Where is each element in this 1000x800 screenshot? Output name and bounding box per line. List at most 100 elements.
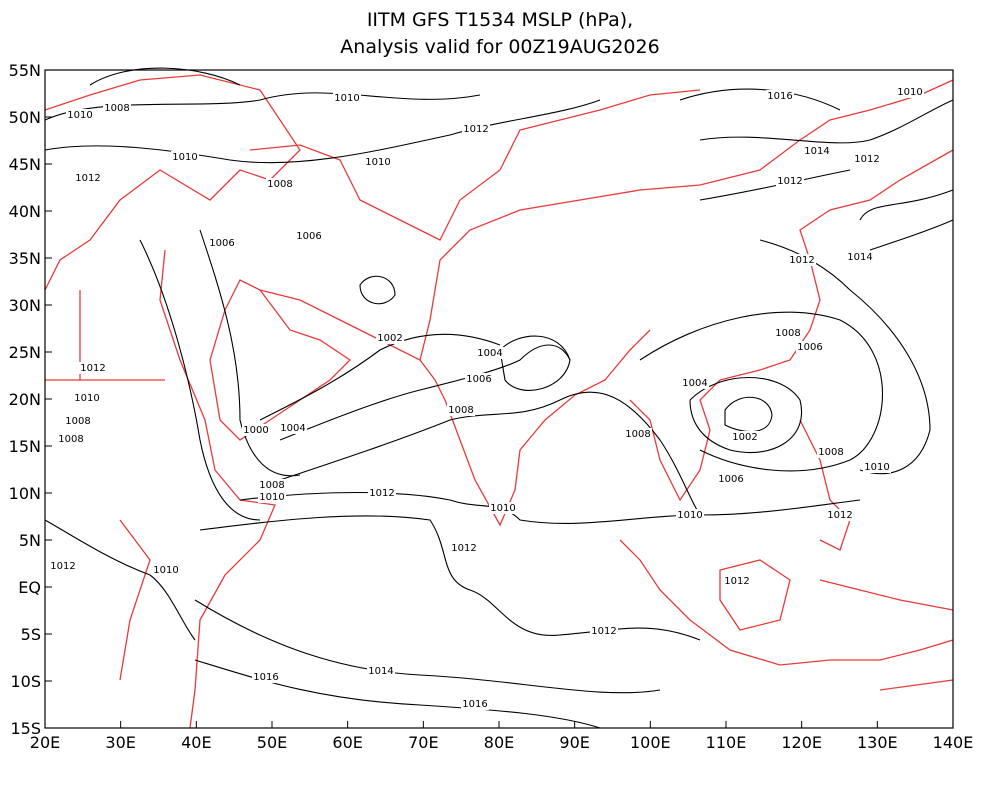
contour-label-bg <box>826 509 854 521</box>
y-tick-label: 45N <box>9 155 41 174</box>
contour-label: 1010 <box>365 157 390 168</box>
y-tick-label: 30N <box>9 296 41 315</box>
contour-label-bg <box>681 377 709 389</box>
x-tick-label: 50E <box>257 733 287 752</box>
contour-label: 1010 <box>490 503 515 514</box>
contour-label: 1004 <box>477 348 502 359</box>
contour-label: 1010 <box>74 393 99 404</box>
contour-label-bg <box>776 175 804 187</box>
contour-label: 1006 <box>466 374 491 385</box>
contour-label-bg <box>465 373 493 385</box>
contour-label-bg <box>853 153 881 165</box>
contour-label: 1010 <box>153 565 178 576</box>
contour-label-bg <box>803 145 831 157</box>
contour-label: 1000 <box>243 425 268 436</box>
y-tick-label: 15S <box>10 719 41 738</box>
x-tick-label: 90E <box>559 733 589 752</box>
contour-label: 1006 <box>296 231 321 242</box>
contour-label-bg <box>717 473 745 485</box>
contour-label: 1008 <box>775 328 800 339</box>
y-tick-label: 40N <box>9 202 41 221</box>
y-tick-label: 5N <box>19 531 41 550</box>
contour-label-bg <box>450 542 478 554</box>
contour-label: 1012 <box>591 626 616 637</box>
contour-label-bg <box>796 341 824 353</box>
contour-label-bg <box>242 424 270 436</box>
contour-label: 1008 <box>267 179 292 190</box>
contour-label: 1014 <box>368 666 393 677</box>
x-tick-label: 60E <box>332 733 362 752</box>
title-line-2: Analysis valid for 00Z19AUG2026 <box>340 36 659 58</box>
contour-label: 1010 <box>897 87 922 98</box>
contour-label-bg <box>489 502 517 514</box>
contour-label-bg <box>66 109 94 121</box>
contour-label: 1008 <box>58 434 83 445</box>
y-tick-label: 35N <box>9 249 41 268</box>
contour-label: 1012 <box>80 363 105 374</box>
y-tick-label: 10S <box>10 672 41 691</box>
contour-label: 1006 <box>797 342 822 353</box>
contour-label: 1012 <box>75 173 100 184</box>
x-tick-label: 70E <box>408 733 438 752</box>
x-tick-label: 30E <box>105 733 135 752</box>
contour-label: 1016 <box>462 699 487 710</box>
x-tick-label: 110E <box>706 733 747 752</box>
contour-label: 1002 <box>377 333 402 344</box>
contour-label-bg <box>788 254 816 266</box>
contour-label: 1008 <box>625 429 650 440</box>
contour-label-bg <box>171 151 199 163</box>
contour-label: 1008 <box>104 103 129 114</box>
y-tick-label: 20N <box>9 390 41 409</box>
x-tick-label: 80E <box>484 733 514 752</box>
contour-label: 1008 <box>259 480 284 491</box>
y-tick-label: 15N <box>9 437 41 456</box>
contour-label-bg <box>208 237 236 249</box>
contour-label: 1004 <box>682 378 707 389</box>
contour-label: 1012 <box>789 255 814 266</box>
contour-label-bg <box>723 575 751 587</box>
contour-label: 1006 <box>209 238 234 249</box>
contour-label-bg <box>258 491 286 503</box>
contour-label: 1014 <box>847 252 872 263</box>
contour-label-bg <box>368 487 396 499</box>
contour-label-bg <box>295 230 323 242</box>
contour-label: 1008 <box>448 405 473 416</box>
contour-label-bg <box>266 178 294 190</box>
contour-label-bg <box>74 172 102 184</box>
contour-label-bg <box>64 415 92 427</box>
contour-label: 1012 <box>369 488 394 499</box>
y-tick-label: 25N <box>9 343 41 362</box>
contour-label-bg <box>252 671 280 683</box>
contour-label: 1012 <box>777 176 802 187</box>
contour-label-bg <box>57 433 85 445</box>
contour-label-bg <box>376 332 404 344</box>
y-tick-label: 5S <box>21 625 41 644</box>
contour-label-bg <box>896 86 924 98</box>
contour-label-bg <box>279 422 307 434</box>
contour-label-bg <box>333 92 361 104</box>
contour-label: 1006 <box>718 474 743 485</box>
contour-label-bg <box>476 347 504 359</box>
contour-label-bg <box>766 90 794 102</box>
contour-label-bg <box>846 251 874 263</box>
contour-label: 1002 <box>732 432 757 443</box>
coastlines <box>44 74 954 729</box>
contour-label: 1010 <box>864 462 889 473</box>
contour-label-bg <box>462 123 490 135</box>
contour-label-bg <box>624 428 652 440</box>
contour-label-bg <box>79 362 107 374</box>
contour-label-bg <box>367 665 395 677</box>
contour-label: 1012 <box>451 543 476 554</box>
contour-label: 1010 <box>259 492 284 503</box>
contour-label: 1012 <box>50 561 75 572</box>
x-tick-label: 120E <box>781 733 822 752</box>
title-line-1: IITM GFS T1534 MSLP (hPa), <box>367 9 633 31</box>
y-tick-label: EQ <box>18 578 41 597</box>
contour-label: 1010 <box>67 110 92 121</box>
contour-label: 1012 <box>463 124 488 135</box>
contour-label-bg <box>73 392 101 404</box>
x-tick-label: 20E <box>30 733 60 752</box>
contour-label: 1012 <box>724 576 749 587</box>
contour-label-bg <box>863 461 891 473</box>
